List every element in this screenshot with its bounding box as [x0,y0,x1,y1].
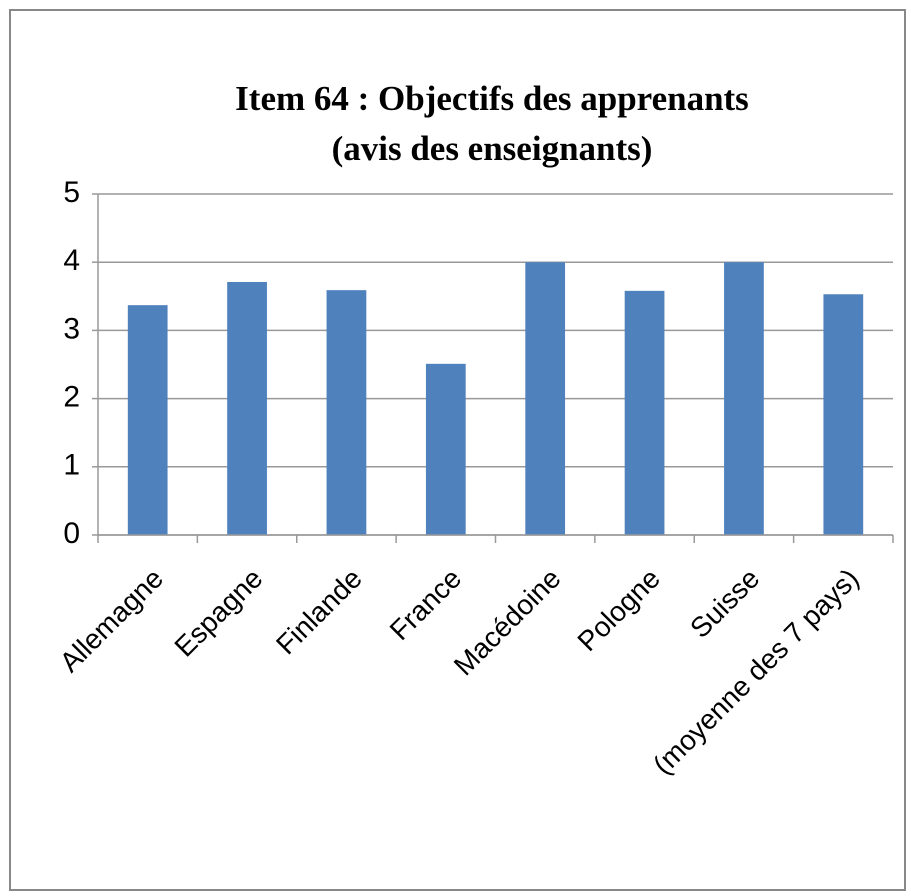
chart-title: (avis des enseignants) [332,129,653,168]
bar [724,262,764,535]
bar [823,294,864,535]
chart-title: Item 64 : Objectifs des apprenants [235,79,749,118]
y-tick-label: 2 [63,381,80,414]
bar [525,262,566,535]
bar [425,363,466,535]
y-tick-label: 5 [63,176,80,209]
bar [127,305,168,535]
bar [326,290,367,535]
bar [624,290,665,535]
y-tick-label: 0 [63,517,80,550]
y-tick-label: 1 [63,449,80,482]
bar [227,281,267,535]
y-tick-label: 3 [63,312,80,345]
y-tick-label: 4 [63,244,80,277]
